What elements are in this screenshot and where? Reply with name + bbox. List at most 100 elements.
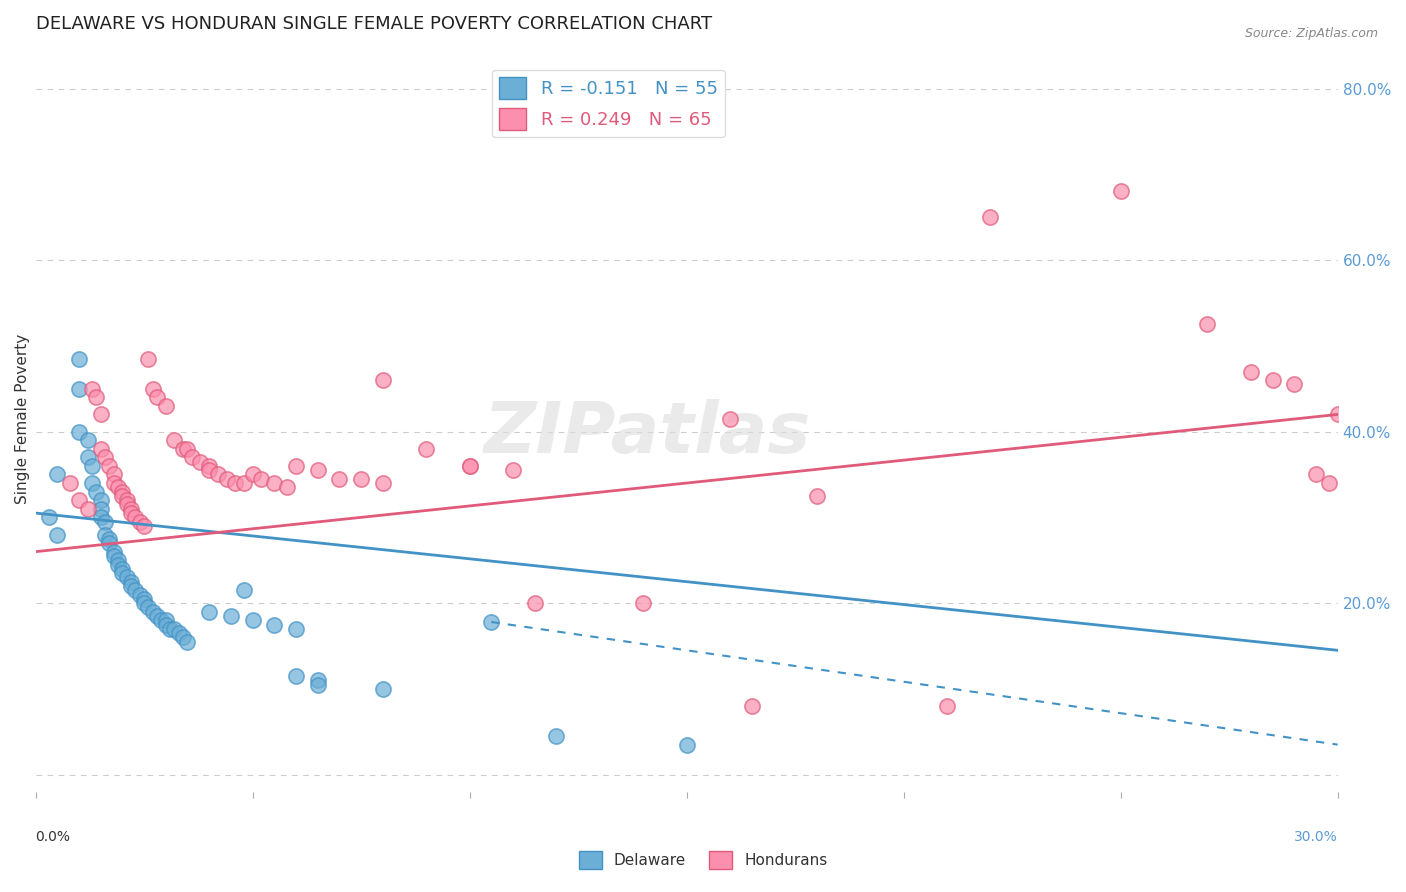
Point	[111, 484, 134, 499]
Point	[215, 472, 238, 486]
Point	[155, 613, 177, 627]
Point	[146, 390, 169, 404]
Point	[232, 583, 254, 598]
Point	[163, 622, 186, 636]
Point	[150, 613, 173, 627]
Point	[98, 458, 121, 473]
Point	[111, 562, 134, 576]
Point	[103, 476, 125, 491]
Point	[242, 467, 264, 482]
Y-axis label: Single Female Poverty: Single Female Poverty	[15, 334, 30, 504]
Point	[146, 609, 169, 624]
Point	[806, 489, 828, 503]
Point	[741, 699, 763, 714]
Point	[163, 433, 186, 447]
Legend: R = -0.151   N = 55, R = 0.249   N = 65: R = -0.151 N = 55, R = 0.249 N = 65	[492, 70, 725, 137]
Point	[198, 605, 221, 619]
Point	[142, 605, 165, 619]
Point	[107, 553, 129, 567]
Point	[94, 527, 117, 541]
Point	[90, 408, 112, 422]
Point	[1284, 377, 1306, 392]
Point	[132, 596, 155, 610]
Point	[120, 506, 142, 520]
Point	[263, 617, 285, 632]
Point	[415, 442, 437, 456]
Point	[1261, 373, 1284, 387]
Point	[124, 510, 146, 524]
Point	[86, 390, 108, 404]
Point	[285, 458, 308, 473]
Point	[307, 463, 329, 477]
Point	[120, 501, 142, 516]
Text: Source: ZipAtlas.com: Source: ZipAtlas.com	[1244, 27, 1378, 40]
Point	[103, 544, 125, 558]
Point	[115, 570, 138, 584]
Legend: Delaware, Hondurans: Delaware, Hondurans	[572, 845, 834, 875]
Text: ZIPatlas: ZIPatlas	[484, 399, 811, 468]
Point	[675, 738, 697, 752]
Point	[631, 596, 654, 610]
Point	[80, 458, 103, 473]
Point	[67, 382, 90, 396]
Point	[67, 425, 90, 439]
Point	[502, 463, 524, 477]
Point	[107, 558, 129, 572]
Point	[979, 210, 1001, 224]
Point	[936, 699, 959, 714]
Point	[176, 634, 198, 648]
Point	[94, 450, 117, 465]
Point	[1317, 476, 1340, 491]
Text: 0.0%: 0.0%	[35, 830, 70, 845]
Point	[219, 609, 242, 624]
Point	[307, 673, 329, 688]
Point	[307, 677, 329, 691]
Point	[479, 615, 502, 629]
Point	[67, 493, 90, 508]
Point	[46, 527, 69, 541]
Point	[523, 596, 546, 610]
Point	[76, 450, 98, 465]
Point	[120, 579, 142, 593]
Point	[98, 536, 121, 550]
Point	[138, 351, 160, 366]
Point	[1240, 365, 1263, 379]
Text: 30.0%: 30.0%	[1294, 830, 1337, 845]
Point	[103, 549, 125, 563]
Point	[172, 631, 194, 645]
Point	[172, 442, 194, 456]
Point	[90, 501, 112, 516]
Point	[1109, 185, 1132, 199]
Point	[1326, 408, 1348, 422]
Point	[180, 450, 202, 465]
Point	[90, 442, 112, 456]
Point	[242, 613, 264, 627]
Point	[38, 510, 60, 524]
Point	[67, 351, 90, 366]
Point	[458, 458, 481, 473]
Point	[94, 515, 117, 529]
Point	[132, 591, 155, 606]
Point	[59, 476, 82, 491]
Point	[250, 472, 273, 486]
Point	[198, 463, 221, 477]
Point	[80, 382, 103, 396]
Point	[1197, 318, 1219, 332]
Point	[115, 498, 138, 512]
Point	[285, 669, 308, 683]
Point	[120, 574, 142, 589]
Point	[167, 626, 190, 640]
Point	[128, 515, 150, 529]
Point	[111, 489, 134, 503]
Text: DELAWARE VS HONDURAN SINGLE FEMALE POVERTY CORRELATION CHART: DELAWARE VS HONDURAN SINGLE FEMALE POVER…	[35, 15, 711, 33]
Point	[80, 476, 103, 491]
Point	[98, 532, 121, 546]
Point	[107, 480, 129, 494]
Point	[718, 411, 741, 425]
Point	[371, 373, 394, 387]
Point	[124, 583, 146, 598]
Point	[207, 467, 229, 482]
Point	[86, 484, 108, 499]
Point	[371, 476, 394, 491]
Point	[128, 588, 150, 602]
